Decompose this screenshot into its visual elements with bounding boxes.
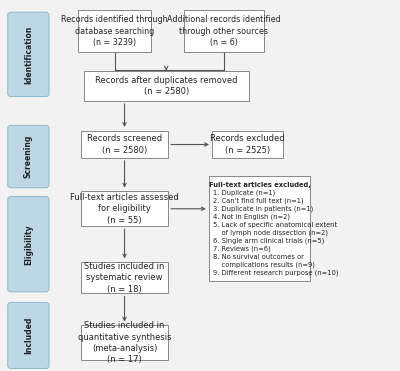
Text: Records identified through
database searching
(n = 3239): Records identified through database sear… (61, 15, 168, 47)
FancyBboxPatch shape (212, 131, 284, 158)
FancyBboxPatch shape (81, 131, 168, 158)
FancyBboxPatch shape (8, 302, 49, 368)
FancyBboxPatch shape (8, 12, 49, 96)
Text: Screening: Screening (24, 135, 33, 178)
FancyBboxPatch shape (184, 10, 264, 52)
Text: 1. Duplicate (n=1)
2. Can't find full text (n=1)
3. Duplicate in patients (n=1)
: 1. Duplicate (n=1) 2. Can't find full te… (213, 190, 338, 276)
FancyBboxPatch shape (8, 197, 49, 292)
FancyBboxPatch shape (81, 262, 168, 293)
FancyBboxPatch shape (209, 175, 310, 282)
Text: Records screened
(n = 2580): Records screened (n = 2580) (87, 134, 162, 155)
FancyBboxPatch shape (81, 325, 168, 360)
Text: Records excluded
(n = 2525): Records excluded (n = 2525) (210, 134, 285, 155)
Text: Full-text articles excluded,: Full-text articles excluded, (209, 182, 310, 188)
FancyBboxPatch shape (8, 125, 49, 188)
Text: Records after duplicates removed
(n = 2580): Records after duplicates removed (n = 25… (95, 76, 238, 96)
Text: Studies included in
systematic review
(n = 18): Studies included in systematic review (n… (84, 262, 165, 294)
Text: Included: Included (24, 317, 33, 354)
Text: Studies included in
quantitative synthesis
(meta-analysis)
(n = 17): Studies included in quantitative synthes… (78, 321, 171, 364)
Text: Additional records identified
through other sources
(n = 6): Additional records identified through ot… (167, 15, 281, 47)
Text: Eligibility: Eligibility (24, 224, 33, 265)
FancyBboxPatch shape (84, 71, 249, 101)
FancyBboxPatch shape (81, 191, 168, 226)
Text: Full-text articles assessed
for eligibility
(n = 55): Full-text articles assessed for eligibil… (70, 193, 179, 225)
Text: Identification: Identification (24, 25, 33, 83)
FancyBboxPatch shape (78, 10, 151, 52)
